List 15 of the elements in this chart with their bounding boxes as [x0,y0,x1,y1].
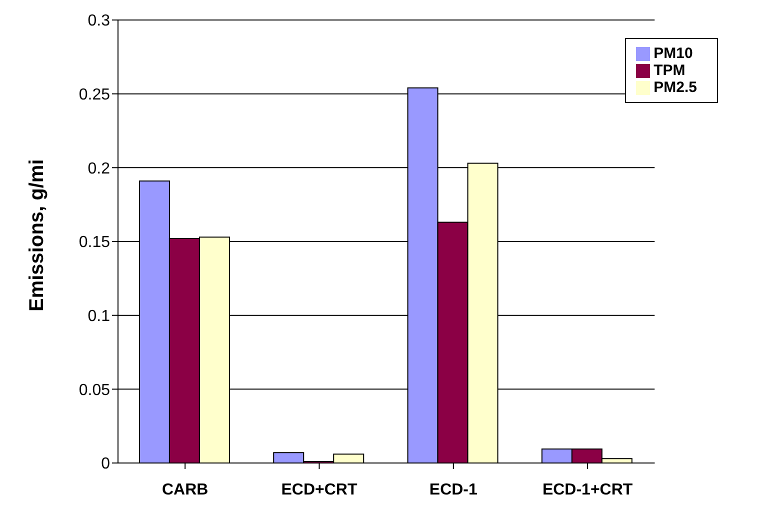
x-tick-label: ECD+CRT [281,481,358,498]
y-tick-label: 0.3 [88,12,110,30]
y-tick-label: 0.2 [88,160,110,178]
y-tick-label: 0.15 [78,234,110,252]
y-tick-label: 0.1 [88,308,110,326]
y-tick-label: 0 [101,456,110,473]
x-tick-label: CARB [162,481,208,498]
legend-label: PM2.5 [654,79,697,96]
x-tick-label: ECD-1+CRT [542,481,633,498]
y-axis-title: Emissions, g/mi [26,159,48,312]
y-tick-label: 0.05 [78,382,110,399]
legend-label: PM10 [654,45,693,62]
y-tick-label: 0.25 [78,86,110,104]
legend-label: TPM [654,62,686,79]
x-tick-label: ECD-1 [429,481,478,498]
